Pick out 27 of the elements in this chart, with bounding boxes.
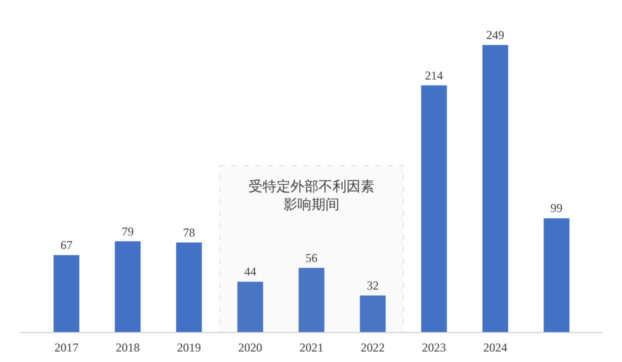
data-label: 32 bbox=[366, 278, 379, 293]
bar bbox=[176, 242, 202, 332]
x-tick-label: 2020 bbox=[238, 340, 262, 354]
data-label: 79 bbox=[122, 224, 134, 238]
data-label: 56 bbox=[306, 250, 318, 265]
bar bbox=[298, 268, 324, 332]
band-label: 受特定外部不利因素影响期间 bbox=[248, 179, 374, 214]
data-label: 44 bbox=[244, 264, 256, 279]
bar bbox=[360, 296, 386, 332]
x-tick-label: 2019 bbox=[176, 340, 201, 354]
bar bbox=[544, 218, 570, 332]
bar bbox=[421, 85, 447, 332]
bar bbox=[54, 255, 80, 332]
x-tick-label: 2018 bbox=[116, 340, 140, 354]
bar bbox=[482, 45, 508, 332]
bar bbox=[114, 241, 141, 332]
data-label: 78 bbox=[182, 225, 195, 240]
bar bbox=[237, 282, 264, 332]
x-tick-label: 2022 bbox=[360, 340, 385, 354]
data-label: 214 bbox=[425, 68, 444, 82]
data-label: 99 bbox=[550, 201, 563, 216]
x-tick-label: 2021 bbox=[300, 340, 324, 354]
data-label: 67 bbox=[60, 238, 72, 252]
x-tick-label: 2017 bbox=[54, 340, 78, 354]
x-tick-label: 2024 bbox=[483, 340, 508, 354]
x-tick-label: 2023 bbox=[422, 340, 446, 354]
data-label: 249 bbox=[486, 28, 504, 42]
